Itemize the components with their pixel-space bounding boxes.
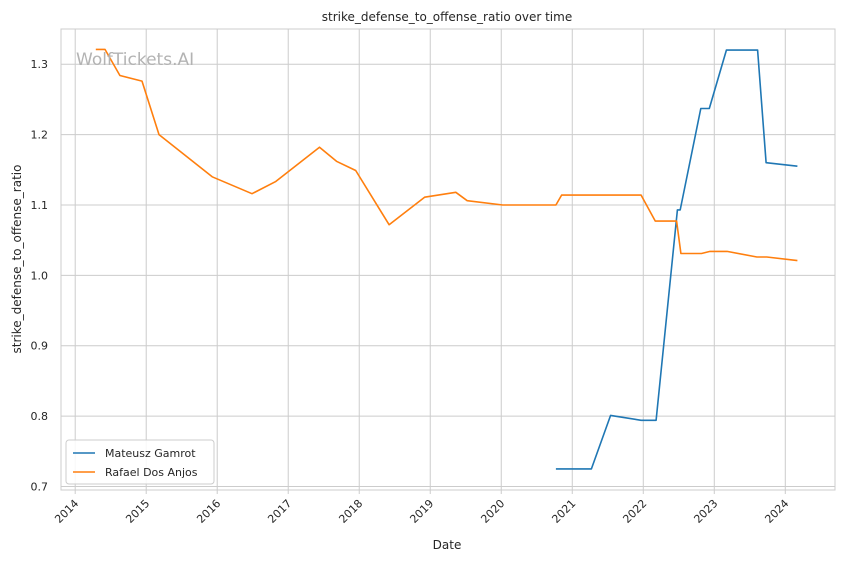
y-axis-title: strike_defense_to_offense_ratio bbox=[10, 165, 24, 354]
series-lines bbox=[95, 48, 798, 470]
series-line bbox=[95, 48, 798, 262]
plot-frame bbox=[60, 28, 836, 491]
legend-box bbox=[65, 439, 215, 485]
series-line bbox=[555, 49, 798, 470]
legend-label: Mateusz Gamrot bbox=[105, 447, 196, 460]
watermark: WolfTickets.AI bbox=[76, 50, 194, 70]
y-tick-label: 1.0 bbox=[31, 269, 49, 282]
y-tick-label: 1.2 bbox=[31, 129, 49, 142]
y-tick-label: 1.3 bbox=[31, 58, 49, 71]
y-tick-label: 0.9 bbox=[31, 340, 49, 353]
grid-lines bbox=[61, 29, 835, 494]
chart-title: strike_defense_to_offense_ratio over tim… bbox=[322, 10, 572, 24]
y-tick-label: 1.1 bbox=[31, 199, 49, 212]
x-axis-title: Date bbox=[433, 538, 462, 552]
legend: Mateusz Gamrot Rafael Dos Anjos bbox=[65, 439, 215, 485]
y-tick-label: 0.8 bbox=[31, 410, 49, 423]
y-tick-label: 0.7 bbox=[31, 480, 49, 493]
legend-label: Rafael Dos Anjos bbox=[105, 466, 198, 479]
